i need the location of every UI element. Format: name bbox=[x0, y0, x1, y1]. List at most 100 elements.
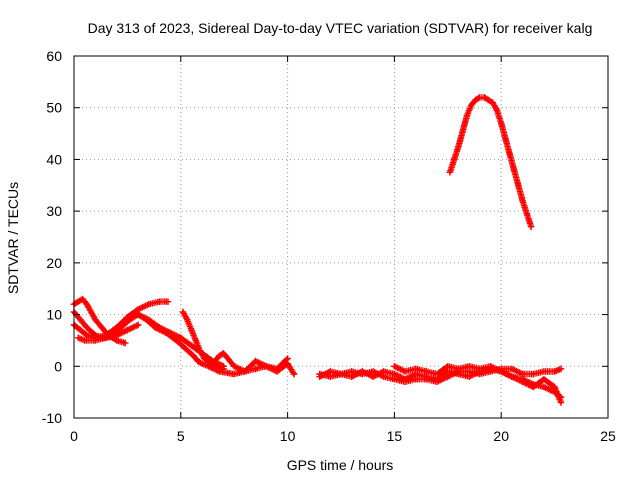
data-point bbox=[194, 357, 202, 365]
data-point bbox=[369, 368, 377, 375]
data-point bbox=[188, 326, 195, 334]
axis-tick-labels: 0 5 10 15 20 25 -10 0 10 20 30 40 50 60 bbox=[42, 48, 616, 444]
data-point bbox=[231, 370, 238, 378]
data-point bbox=[79, 295, 86, 303]
data-point bbox=[316, 373, 323, 380]
data-point bbox=[508, 373, 516, 380]
data-point bbox=[401, 378, 409, 385]
data-point bbox=[551, 383, 558, 391]
data-point bbox=[465, 363, 473, 370]
data-point bbox=[391, 376, 398, 383]
data-point bbox=[551, 368, 558, 375]
data-point bbox=[527, 223, 535, 230]
axis-ticks bbox=[73, 55, 609, 419]
data-point bbox=[83, 324, 91, 331]
data-point bbox=[412, 365, 419, 373]
data-point bbox=[184, 316, 191, 323]
data-point bbox=[359, 370, 366, 378]
data-point bbox=[122, 339, 129, 347]
data-point bbox=[201, 355, 208, 362]
chart-title: Day 313 of 2023, Sidereal Day-to-day VTE… bbox=[88, 20, 593, 36]
data-point bbox=[463, 112, 471, 119]
series-track-g bbox=[209, 350, 291, 375]
data-point bbox=[446, 169, 454, 176]
series-track-j bbox=[391, 363, 565, 406]
data-point bbox=[423, 368, 430, 375]
data-point bbox=[327, 368, 334, 375]
data-point bbox=[75, 334, 82, 342]
data-point bbox=[489, 99, 496, 106]
data-point bbox=[231, 363, 238, 370]
data-point bbox=[493, 107, 501, 114]
data-point bbox=[433, 378, 441, 385]
data-point bbox=[451, 156, 458, 163]
data-point bbox=[263, 363, 270, 370]
data-point bbox=[468, 101, 475, 109]
data-point bbox=[498, 368, 505, 375]
x-tick-label: 15 bbox=[387, 428, 403, 444]
data-point bbox=[77, 316, 84, 323]
data-point bbox=[444, 373, 451, 380]
data-point bbox=[540, 368, 548, 375]
data-point bbox=[506, 151, 513, 158]
y-tick-label: -10 bbox=[42, 410, 62, 426]
data-point bbox=[220, 350, 227, 357]
data-point bbox=[145, 301, 152, 308]
data-point bbox=[113, 332, 120, 339]
data-point bbox=[213, 363, 221, 370]
x-tick-label: 10 bbox=[280, 428, 296, 444]
data-point bbox=[530, 370, 537, 378]
y-tick-label: 60 bbox=[46, 48, 62, 64]
data-point bbox=[134, 321, 142, 329]
data-point bbox=[423, 376, 430, 383]
data-point bbox=[92, 337, 99, 344]
data-point bbox=[508, 365, 516, 373]
data-point bbox=[519, 197, 526, 204]
series-track-d bbox=[75, 321, 142, 344]
data-point bbox=[540, 383, 548, 391]
data-point bbox=[515, 182, 522, 189]
data-point bbox=[455, 365, 462, 373]
data-point bbox=[241, 368, 249, 375]
data-point bbox=[179, 308, 187, 316]
data-point bbox=[77, 326, 84, 334]
data-point bbox=[102, 334, 110, 342]
x-axis-label: GPS time / hours bbox=[287, 457, 394, 473]
data-point bbox=[557, 399, 565, 406]
data-point bbox=[444, 363, 451, 370]
data-point bbox=[134, 311, 142, 318]
data-point bbox=[519, 378, 526, 385]
data-point bbox=[401, 368, 409, 375]
series-track-k bbox=[446, 94, 535, 230]
data-point bbox=[284, 355, 291, 362]
data-point bbox=[220, 365, 227, 373]
data-point bbox=[145, 316, 152, 323]
data-point bbox=[348, 368, 355, 375]
data-point bbox=[196, 347, 204, 354]
x-tick-label: 20 bbox=[493, 428, 509, 444]
data-point bbox=[98, 324, 105, 331]
data-point bbox=[530, 383, 537, 391]
data-point bbox=[81, 337, 88, 344]
data-point bbox=[557, 365, 565, 373]
y-tick-label: 50 bbox=[46, 100, 62, 116]
data-point bbox=[198, 360, 206, 367]
data-point bbox=[540, 376, 548, 383]
data-point bbox=[380, 373, 387, 380]
data-point bbox=[433, 370, 441, 378]
data-point bbox=[290, 370, 298, 378]
data-point bbox=[510, 166, 518, 173]
data-point bbox=[391, 363, 398, 370]
data-point bbox=[480, 94, 488, 101]
data-point bbox=[459, 127, 466, 135]
data-point bbox=[252, 357, 259, 365]
x-tick-label: 5 bbox=[177, 428, 185, 444]
data-point bbox=[476, 365, 484, 373]
y-tick-label: 40 bbox=[46, 151, 62, 167]
data-point bbox=[156, 324, 163, 331]
data-point bbox=[83, 301, 91, 308]
data-point bbox=[216, 352, 223, 360]
data-point bbox=[124, 313, 131, 321]
